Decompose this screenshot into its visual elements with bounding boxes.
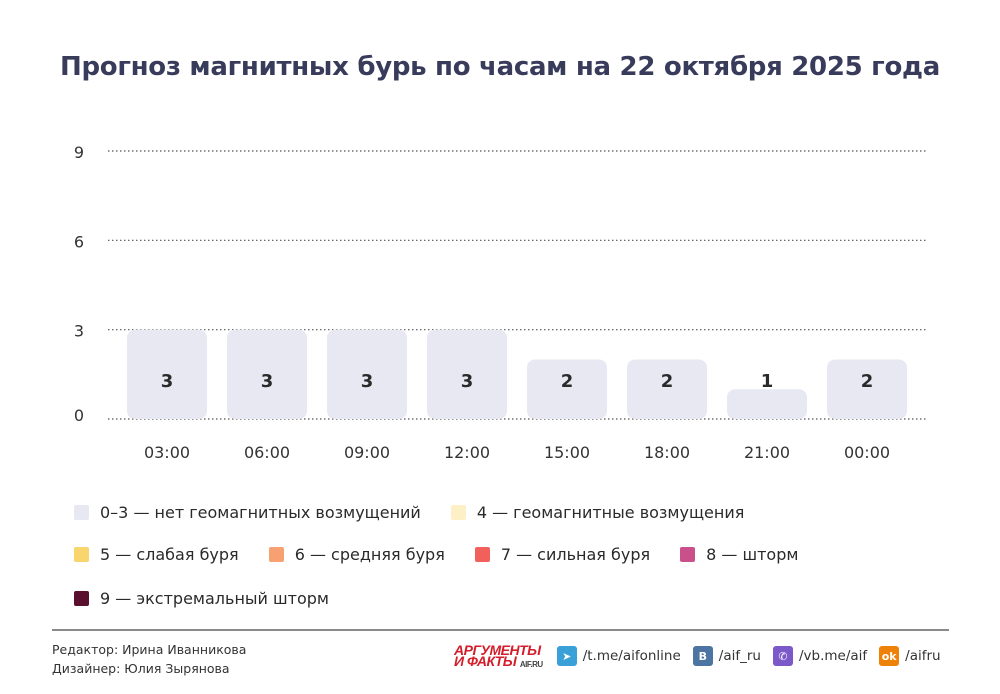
social-ok[interactable]: ok /aifru	[879, 646, 941, 666]
logo-line2: И ФАКТЫ	[454, 653, 517, 669]
vk-link[interactable]: /aif_ru	[718, 648, 761, 664]
y-tick-label: 9	[74, 143, 84, 162]
x-tick-label: 18:00	[644, 443, 690, 462]
legend-label: 8 — шторм	[706, 545, 799, 564]
bar-0000	[827, 359, 907, 419]
aif-logo[interactable]: АРГУМЕНТЫ И ФАКТЫ AIF.RU	[454, 642, 543, 669]
legend-label: 9 — экстремальный шторм	[100, 589, 329, 608]
legend-label: 5 — слабая буря	[100, 545, 239, 564]
social-telegram[interactable]: ➤ /t.me/aifonline	[556, 646, 681, 666]
bar-0300	[127, 329, 207, 419]
editor-credit: Редактор: Ирина Иванникова	[52, 642, 247, 657]
social-viber[interactable]: ✆ /vb.me/aif	[772, 646, 868, 666]
chart-title: Прогноз магнитных бурь по часам на 22 ок…	[60, 52, 940, 82]
logo-site: AIF.RU	[519, 660, 543, 669]
legend-swatch	[268, 547, 284, 562]
bar-0900	[327, 329, 407, 419]
legend-row-1: 0–3 — нет геомагнитных возмущений 4 — гео…	[74, 503, 774, 522]
designer-credit: Дизайнер: Юлия Зырянова	[52, 661, 230, 676]
logo-line1: АРГУМЕНТЫ	[454, 642, 541, 658]
y-tick-label: 0	[74, 406, 84, 425]
value-label: 3	[261, 371, 274, 392]
bar-1800	[627, 359, 707, 419]
y-tick-label: 3	[74, 322, 84, 341]
legend-row-2: 5 — слабая буря 6 — средняя буря 7 — сильн…	[74, 545, 828, 564]
y-tick-labels: 0 3 6 9	[74, 143, 84, 425]
legend-item: 9 — экстремальный шторм	[74, 589, 329, 608]
bar-2100	[727, 389, 807, 419]
legend-swatch	[74, 547, 89, 562]
viber-link[interactable]: /vb.me/aif	[798, 648, 868, 664]
value-label: 2	[661, 371, 674, 392]
legend-label: 4 — геомагнитные возмущения	[476, 503, 745, 522]
legend-swatch	[74, 591, 89, 606]
legend-row-3: 9 — экстремальный шторм	[74, 589, 359, 608]
x-tick-label: 03:00	[144, 443, 190, 462]
social-vk[interactable]: B /aif_ru	[692, 646, 761, 666]
value-label: 3	[361, 371, 374, 392]
x-tick-label: 00:00	[844, 443, 890, 462]
ok-icon: ok	[879, 646, 900, 666]
bar-1200	[427, 329, 507, 419]
x-tick-label: 15:00	[544, 443, 590, 462]
legend-item: 5 — слабая буря	[74, 545, 239, 564]
legend-swatch	[474, 547, 490, 562]
value-labels: 3 3 3 3 2 2 1 2	[161, 371, 874, 392]
vk-icon: B	[692, 646, 713, 666]
legend-swatch	[680, 547, 696, 562]
footer-divider	[52, 629, 949, 631]
x-tick-label: 12:00	[444, 443, 490, 462]
value-label: 2	[861, 371, 874, 392]
viber-icon: ✆	[772, 646, 793, 666]
bar-chart: 0 3 6 9 3 3 3 3 2 2 1 2 03:00 06:00 09:00 12:00 15:00 1…	[74, 143, 928, 462]
credits: Редактор: Ирина Иванникова Дизайнер: Юли…	[52, 640, 246, 678]
value-label: 1	[761, 371, 774, 392]
ok-link[interactable]: /aifru	[905, 648, 941, 664]
legend-item: 8 — шторм	[680, 545, 798, 564]
x-tick-label: 09:00	[344, 443, 390, 462]
bar-1500	[527, 359, 607, 419]
legend-swatch	[74, 505, 89, 520]
value-label: 2	[561, 371, 574, 392]
y-tick-label: 6	[74, 232, 84, 251]
bar-0600	[227, 329, 307, 419]
footer: АРГУМЕНТЫ И ФАКТЫ AIF.RU ➤ /t.me/aifonli…	[454, 642, 953, 669]
value-label: 3	[461, 371, 474, 392]
x-tick-labels: 03:00 06:00 09:00 12:00 15:00 18:00 21:00 00:00	[144, 443, 890, 462]
legend-item: 7 — сильная буря	[474, 545, 651, 564]
telegram-icon: ➤	[556, 646, 577, 666]
x-tick-label: 21:00	[744, 443, 790, 462]
x-tick-label: 06:00	[244, 443, 290, 462]
legend-label: 0–3 — нет геомагнитных возмущений	[100, 503, 421, 522]
telegram-link[interactable]: /t.me/aifonline	[582, 648, 681, 664]
legend-label: 6 — средняя буря	[294, 545, 445, 564]
legend-label: 7 — сильная буря	[500, 545, 651, 564]
bars	[127, 329, 907, 419]
legend-item: 6 — средняя буря	[268, 545, 445, 564]
legend-swatch	[450, 505, 466, 520]
legend-item: 4 — геомагнитные возмущения	[450, 503, 745, 522]
value-label: 3	[161, 371, 174, 392]
legend-item: 0–3 — нет геомагнитных возмущений	[74, 503, 421, 522]
